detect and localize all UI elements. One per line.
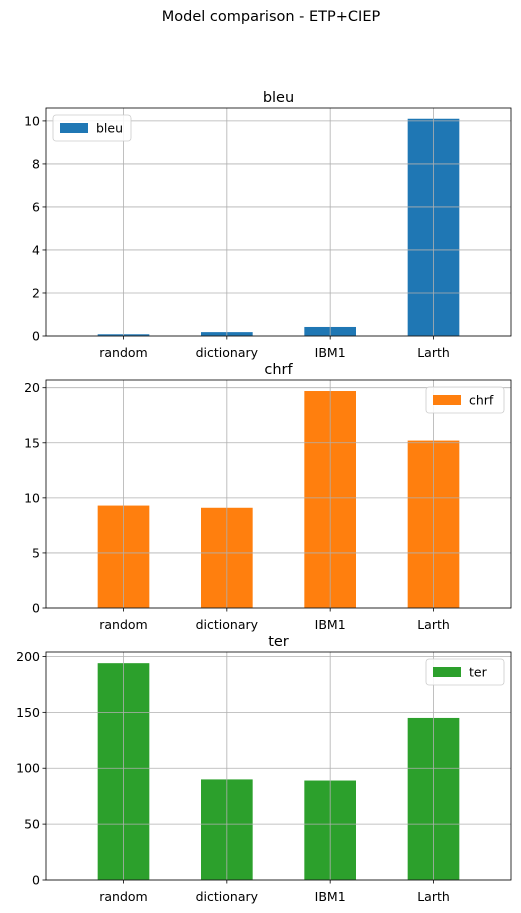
y-tick-label: 15 [24,435,40,450]
figure-suptitle: Model comparison - ETP+CIEP [162,9,381,25]
x-tick-label-IBM1: IBM1 [315,889,346,904]
x-tick-label-Larth: Larth [417,889,450,904]
y-tick-label: 0 [32,873,40,888]
y-tick-label: 2 [32,285,40,300]
x-tick-label-Larth: Larth [417,345,450,360]
y-tick-label: 0 [32,329,40,344]
x-tick-label-dictionary: dictionary [196,889,259,904]
y-tick-label: 200 [16,649,40,664]
legend-label: bleu [96,121,123,136]
subplot-chrf: chrf 0 5 10 15 20 random dictionary IBM1 Larth chr… [24,362,512,632]
y-tick-label: 4 [32,242,40,257]
legend-swatch [433,395,461,405]
y-tick-label: 100 [16,761,40,776]
y-tick-label: 20 [24,380,40,395]
axes-frame [45,651,512,881]
y-tick-label: 10 [24,113,40,128]
y-tick-label: 50 [24,817,40,832]
y-tick-label: 6 [32,199,40,214]
y-tick-label: 8 [32,156,40,171]
legend: bleu [52,114,132,142]
legend-label: ter [469,665,488,680]
legend-box [425,386,505,414]
legend-swatch [60,123,88,133]
axes-frame [45,379,512,609]
x-tick-label-dictionary: dictionary [196,617,259,632]
x-tick-label-random: random [99,889,147,904]
y-tick-label: 10 [24,490,40,505]
legend-label: chrf [469,393,494,408]
x-tick-label-Larth: Larth [417,617,450,632]
legend-box [52,114,132,142]
y-tick-label: 5 [32,545,40,560]
legend: ter [425,658,505,686]
subplot-title: chrf [264,362,293,378]
x-tick-label-IBM1: IBM1 [315,345,346,360]
x-tick-label-IBM1: IBM1 [315,617,346,632]
y-tick-label: 0 [32,601,40,616]
legend: chrf [425,386,505,414]
subplot-ter: ter 0 50 100 150 200 random dictionary IBM1 Larth… [16,634,512,904]
x-tick-label-dictionary: dictionary [196,345,259,360]
subplot-title: bleu [263,90,294,106]
subplot-bleu: bleu 0 2 4 6 8 10 random dictionary IBM1 Larth bleu [24,90,512,360]
x-tick-label-random: random [99,617,147,632]
x-tick-label-random: random [99,345,147,360]
legend-swatch [433,667,461,677]
legend-box [425,658,505,686]
y-tick-label: 150 [16,705,40,720]
subplot-title: ter [268,634,289,650]
axes-frame [45,107,512,337]
